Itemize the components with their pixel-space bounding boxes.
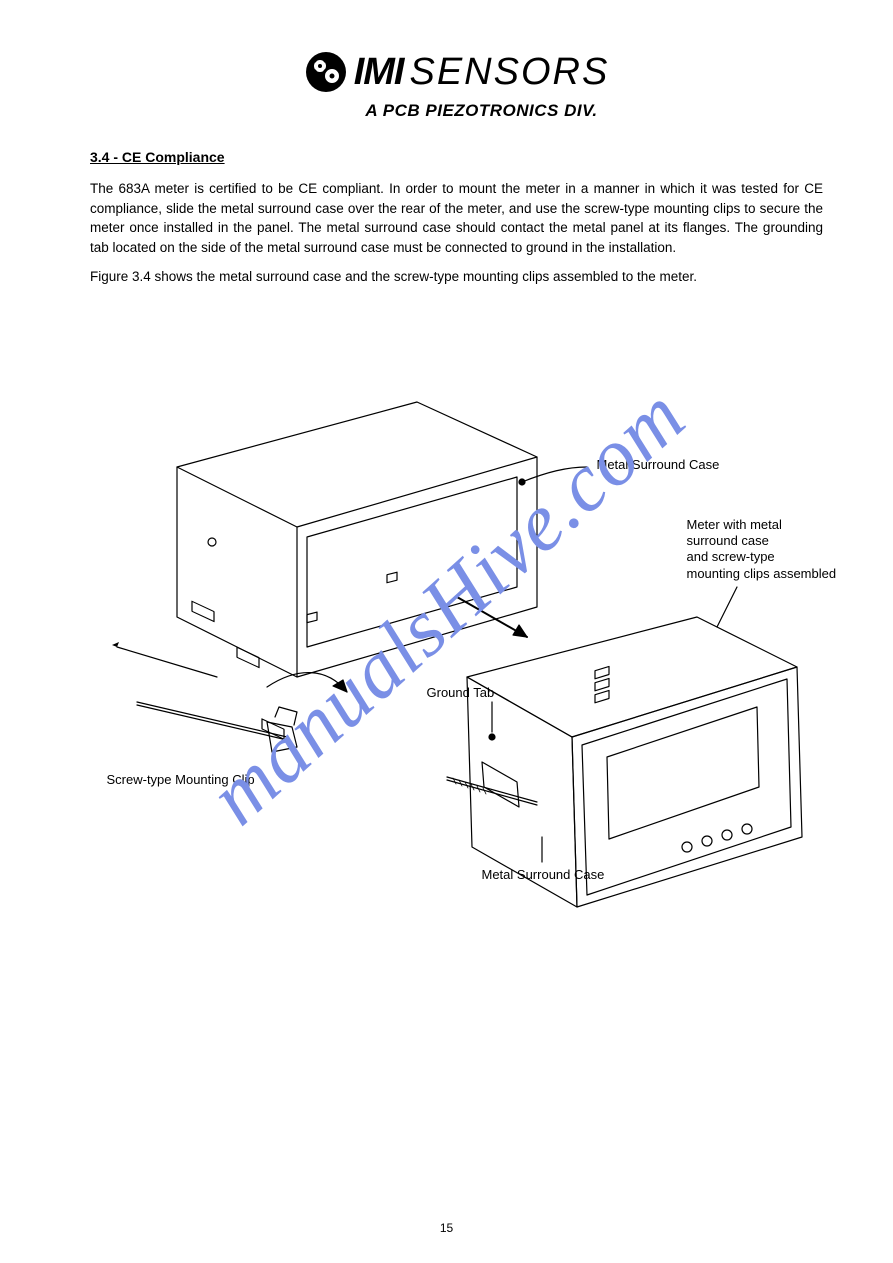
assembly-diagram bbox=[97, 307, 817, 927]
label-metal-surround-bottom: Metal Surround Case bbox=[482, 867, 605, 883]
gear-icon bbox=[304, 50, 348, 94]
body-paragraph-2: Figure 3.4 shows the metal surround case… bbox=[90, 267, 823, 287]
brand-logo-block: IMI SENSORS A PCB PIEZOTRONICS DIV. bbox=[90, 50, 823, 121]
label-meter-assembly: Meter with metal surround case and screw… bbox=[687, 517, 837, 582]
body-paragraph-1: The 683A meter is certified to be CE com… bbox=[90, 179, 823, 257]
label-screw-clip: Screw-type Mounting Clip bbox=[107, 772, 255, 788]
brand-logo-row: IMI SENSORS bbox=[304, 50, 610, 94]
label-metal-surround-top: Metal Surround Case bbox=[597, 457, 720, 473]
brand-name-bold: IMI bbox=[354, 51, 404, 94]
figure-3-4: Metal Surround Case Meter with metal sur… bbox=[97, 307, 817, 927]
section-heading: 3.4 - CE Compliance bbox=[90, 149, 823, 165]
brand-subtitle: A PCB PIEZOTRONICS DIV. bbox=[140, 101, 823, 121]
page-number: 15 bbox=[0, 1221, 893, 1235]
brand-name-light: SENSORS bbox=[409, 51, 609, 94]
label-ground-tab: Ground Tab bbox=[427, 685, 495, 701]
